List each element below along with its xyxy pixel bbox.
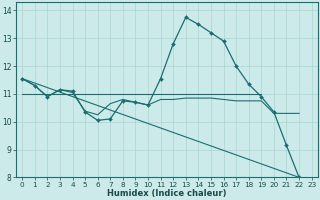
X-axis label: Humidex (Indice chaleur): Humidex (Indice chaleur): [107, 189, 227, 198]
